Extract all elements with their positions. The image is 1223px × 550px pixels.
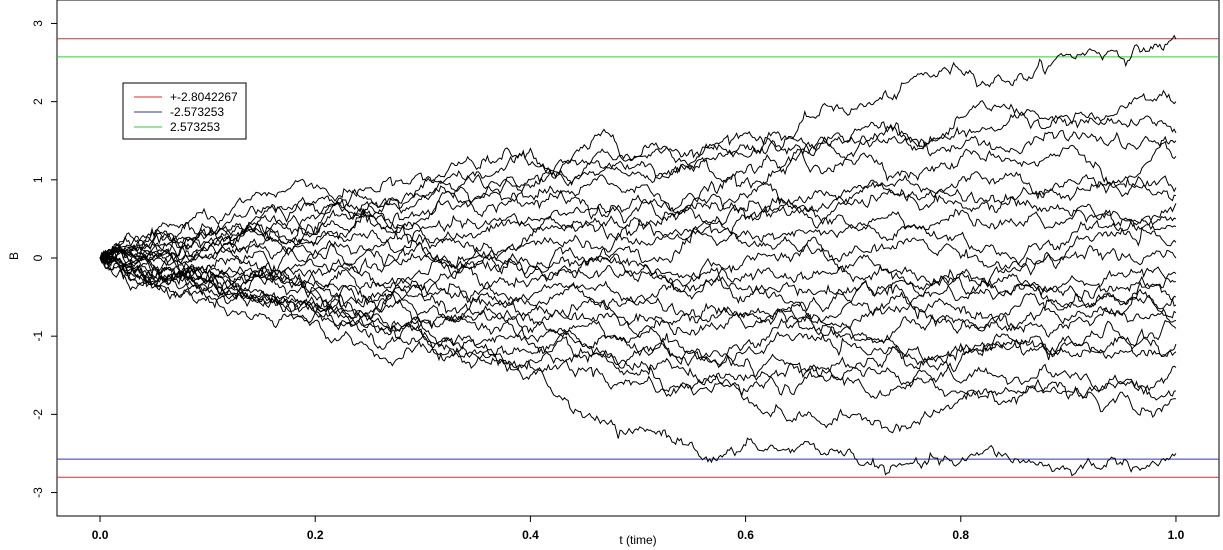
y-tick-label: 1 [31,176,45,183]
brownian-paths [99,34,1177,477]
x-axis: 0.0 0.2 0.4 0.6 0.8 1.0 [92,516,1185,542]
legend-label: -2.573253 [170,105,224,119]
x-tick-label: 0.0 [92,528,109,542]
y-tick-label: -2 [31,409,45,420]
brownian-path [99,257,1177,406]
brownian-path [99,205,1177,265]
brownian-path [99,140,1177,273]
x-tick-label: 0.2 [307,528,324,542]
y-tick-label: -3 [31,487,45,498]
y-tick-label: 0 [31,254,45,261]
x-tick-label: 0.8 [952,528,969,542]
brownian-path [99,179,1177,261]
y-tick-label: 2 [31,98,45,105]
brownian-path [99,215,1177,270]
brownian-path [99,249,1176,434]
brownian-path [99,89,1177,260]
brownian-path [99,108,1177,260]
brownian-path [100,129,1177,262]
brownian-path [99,252,1177,324]
brownian-path [99,176,1177,268]
y-tick-label: -1 [31,331,45,342]
brownian-path [99,256,1177,477]
legend-label: +-2.8042267 [170,90,238,104]
brownian-path [99,257,1177,332]
brownian-path [99,245,1177,370]
y-axis-title: B [7,252,21,260]
brownian-path [99,257,1177,335]
legend-box [122,82,247,140]
brownian-path [99,234,1177,309]
y-axis: -3 -2 -1 0 1 2 3 [31,20,57,498]
brownian-path [99,171,1177,263]
brownian-path [99,245,1177,381]
y-tick-label: 3 [31,20,45,27]
x-tick-label: 0.4 [522,528,539,542]
x-tick-label: 1.0 [1168,528,1185,542]
threshold-lines [57,38,1219,478]
brownian-path [99,226,1177,286]
x-tick-label: 0.6 [737,528,754,542]
legend-label: 2.573253 [170,120,220,134]
x-axis-title: t (time) [619,533,656,547]
